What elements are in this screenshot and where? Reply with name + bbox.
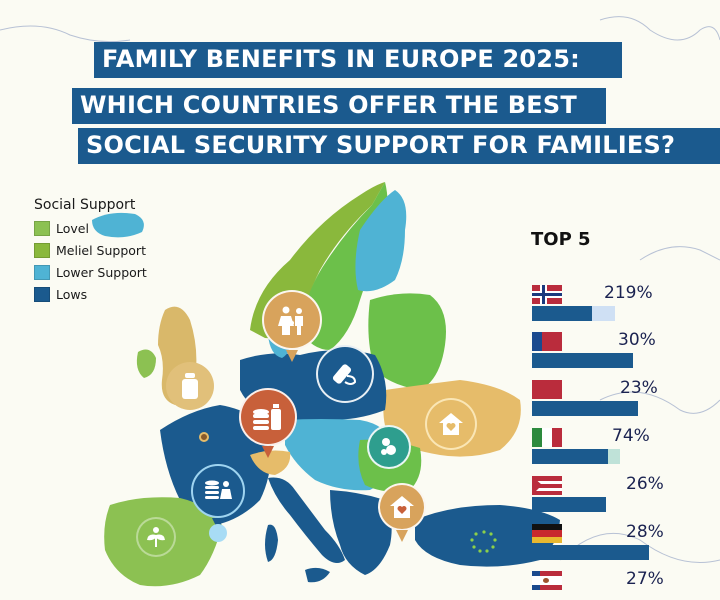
- legend: Social Support Lovel Meliel Support Lowe…: [34, 197, 147, 305]
- rank-bar: [532, 497, 606, 512]
- iceland: [92, 212, 144, 238]
- rank-value: 30%: [618, 330, 656, 350]
- flag-germany-icon: [532, 524, 562, 543]
- baby-bottle-icon: [166, 362, 214, 410]
- rank-value: 23%: [620, 378, 658, 398]
- rank-value: 28%: [626, 522, 664, 542]
- rank-bar: [532, 545, 649, 560]
- legend-label: Meliel Support: [56, 242, 146, 258]
- balkans: [330, 490, 392, 575]
- sicily: [305, 567, 330, 583]
- rank-value: 26%: [626, 474, 664, 494]
- rank-value: 74%: [612, 426, 650, 446]
- ireland: [136, 349, 156, 378]
- legend-swatch-lovel: [34, 220, 50, 236]
- eu-stars-icon: [470, 530, 497, 553]
- rank-bar-extension: [592, 306, 615, 321]
- baltics-belarus: [368, 293, 446, 390]
- legend-swatch-meliel: [34, 242, 50, 258]
- switzerland: [250, 450, 291, 475]
- finland: [355, 190, 407, 292]
- family-icon: [262, 290, 322, 350]
- home-heart-pin-tail: [396, 530, 408, 542]
- coins-bottle-icon: [239, 388, 297, 446]
- top5-title: TOP 5: [531, 229, 591, 250]
- legend-swatch-lows: [34, 286, 50, 302]
- sardinia: [265, 524, 278, 562]
- legend-item: Lovel: [34, 217, 147, 239]
- legend-title: Social Support: [34, 197, 136, 213]
- title-line-1: FAMILY BENEFITS IN EUROPE 2025:: [94, 42, 622, 78]
- family-pin-tail: [286, 350, 298, 362]
- legend-item: Lows: [34, 283, 147, 305]
- flag-red-icon: [532, 380, 562, 399]
- heart-house-icon: [425, 398, 477, 450]
- coins-person-pin-dot: [209, 524, 227, 542]
- legend-swatch-lower: [34, 264, 50, 280]
- rank-value: 27%: [626, 569, 664, 589]
- rank-value: 219%: [604, 283, 653, 303]
- rank-bar-extension: [608, 449, 620, 464]
- coins-person-icon: [191, 464, 245, 518]
- home-heart-icon: [378, 483, 426, 531]
- baby-bottle-pin-dot: [199, 432, 209, 442]
- legend-label: Lovel: [56, 220, 89, 236]
- rank-bar: [532, 353, 633, 368]
- flag-red-white-icon: [532, 476, 562, 495]
- map-outlines: [0, 16, 720, 563]
- legend-item: Meliel Support: [34, 239, 147, 261]
- flag-blue-red-icon: [532, 332, 562, 351]
- rank-bar: [532, 401, 638, 416]
- flag-blue-red-emblem-icon: [532, 571, 562, 590]
- flag-italy-icon: [532, 428, 562, 447]
- legend-item: Lower Support: [34, 261, 147, 283]
- title-line-3: SOCIAL SECURITY SUPPORT FOR FAMILIES?: [78, 128, 720, 164]
- legend-label: Lower Support: [56, 264, 147, 280]
- legend-label: Lows: [56, 286, 88, 302]
- title-line-2: WHICH COUNTRIES OFFER THE BEST: [72, 88, 606, 124]
- rank-bar: [532, 306, 592, 321]
- coins-pin-tail: [262, 446, 274, 458]
- rank-bar: [532, 449, 608, 464]
- plant-icon: [136, 517, 176, 557]
- pacifier-pin-tail: [339, 403, 351, 417]
- turkey: [415, 505, 560, 567]
- italy: [268, 477, 345, 564]
- pacifier-icon: [316, 345, 374, 403]
- flag-norway-icon: [532, 285, 562, 304]
- baby-care-icon: [367, 425, 411, 469]
